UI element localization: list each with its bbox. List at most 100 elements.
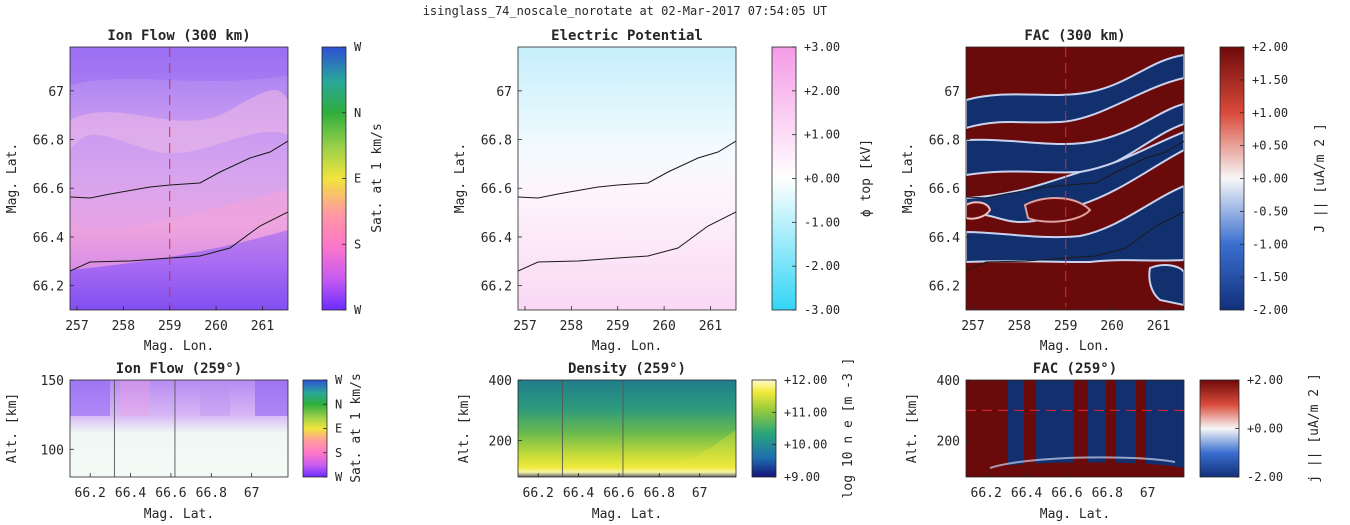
y-tick-label: 66.4: [929, 231, 960, 246]
x-tick-label: 67: [244, 486, 260, 501]
x-tick-label: 259: [158, 319, 181, 334]
colorbar-tick-label: W: [335, 470, 343, 484]
x-tick-label: 257: [65, 319, 88, 334]
ion-flow-259-heatmap: [70, 380, 288, 477]
x-tick-label: 257: [961, 319, 984, 334]
electric-potential-heatmap: [518, 47, 736, 310]
colorbar-tick-label: -1.50: [1252, 270, 1288, 284]
electric-potential-colorbar-label: ϕ top [kV]: [859, 139, 874, 217]
electric-potential-panel: Electric Potential 257 258 259 260 261 66.26…: [453, 28, 874, 354]
ion-flow-259-title: Ion Flow (259°): [116, 361, 242, 377]
y-tick-label: 200: [489, 435, 512, 450]
y-tick-label: 66.8: [929, 134, 960, 149]
electric-potential-colorbar-ticks: -3.00 -2.00 -1.00 +0.00 +1.00 +2.00 +3.00: [792, 40, 840, 317]
x-tick-label: 261: [1147, 319, 1170, 334]
y-tick-label: 66.6: [929, 182, 960, 197]
ion-flow-300-colorbar-label: Sat. at 1 km/s: [370, 123, 385, 233]
x-tick-label: 259: [606, 319, 629, 334]
colorbar-tick-label: +11.00: [784, 405, 827, 419]
x-tick-label: 258: [112, 319, 135, 334]
x-tick-label: 66.6: [1051, 486, 1082, 501]
density-259-x-ticks: 66.2 66.4 66.6 66.8 67: [523, 473, 708, 501]
colorbar-tick-label: +3.00: [804, 40, 840, 54]
colorbar-tick-label: +0.00: [1247, 422, 1283, 436]
colorbar-tick-label: S: [354, 237, 361, 251]
fac-259-colorbar: [1199, 379, 1240, 478]
y-tick-label: 67: [496, 85, 512, 100]
colorbar-tick-label: +1.50: [1252, 73, 1288, 87]
electric-potential-xlabel: Mag. Lon.: [592, 339, 662, 354]
y-tick-label: 66.6: [481, 182, 512, 197]
x-tick-label: 66.8: [196, 486, 227, 501]
fac-259-y-ticks: 200 400: [937, 374, 970, 450]
y-tick-label: 150: [41, 374, 64, 389]
y-tick-label: 66.8: [481, 134, 512, 149]
x-tick-label: 67: [692, 486, 708, 501]
colorbar-tick-label: +0.50: [1252, 139, 1288, 153]
fac-300-heatmap: [966, 47, 1184, 310]
ion-flow-259-y-ticks: 100 150: [41, 374, 74, 458]
x-tick-label: 67: [1140, 486, 1156, 501]
density-259-colorbar-label: log 10 n e [m -3 ]: [841, 358, 856, 499]
electric-potential-x-ticks: 257 258 259 260 261: [513, 306, 722, 334]
density-259-heatmap: [518, 380, 736, 477]
x-tick-label: 66.8: [644, 486, 675, 501]
ion-flow-300-lower-boundary: [70, 211, 288, 272]
y-tick-label: 66.4: [33, 231, 64, 246]
colorbar-tick-label: -2.00: [1247, 470, 1283, 484]
colorbar-tick-label: +10.00: [784, 438, 827, 452]
ion-flow-259-xlabel: Mag. Lat.: [144, 507, 214, 522]
density-259-xlabel: Mag. Lat.: [592, 507, 662, 522]
fac-259-title: FAC (259°): [1033, 361, 1117, 377]
ion-flow-300-panel: Ion Flow (300 km) 257 258 259 260 261 66.266…: [5, 28, 385, 354]
x-tick-label: 258: [1008, 319, 1031, 334]
density-259-title: Density (259°): [568, 361, 686, 377]
x-tick-label: 66.6: [603, 486, 634, 501]
colorbar-tick-label: -0.50: [1252, 204, 1288, 218]
x-tick-label: 66.2: [971, 486, 1002, 501]
ion-flow-259-panel: Ion Flow (259°) 66.2 66.4 66.6 66.8 67 100 15…: [5, 361, 364, 522]
x-tick-label: 66.4: [1011, 486, 1042, 501]
fac-300-x-ticks: 257 258 259 260 261: [961, 306, 1170, 334]
fac-259-heatmap: [966, 380, 1184, 477]
ion-flow-259-boundary-lines: [113, 380, 176, 477]
x-tick-label: 260: [1100, 319, 1123, 334]
colorbar-tick-label: N: [354, 106, 361, 120]
x-tick-label: 260: [652, 319, 675, 334]
ion-flow-259-colorbar-label: Sat. at 1 km/s: [349, 373, 364, 483]
figure-suptitle: isinglass_74_noscale_norotate at 02-Mar-…: [423, 4, 828, 18]
colorbar-tick-label: +0.00: [1252, 172, 1288, 186]
y-tick-label: 67: [48, 85, 64, 100]
y-tick-label: 400: [489, 374, 512, 389]
y-tick-label: 100: [41, 443, 64, 458]
density-259-panel: Density (259°) 66.2 66.4 66.6 66.8 67 200 400…: [457, 358, 856, 522]
x-tick-label: 261: [699, 319, 722, 334]
y-tick-label: 66.2: [481, 280, 512, 295]
colorbar-tick-label: +2.00: [1247, 373, 1283, 387]
colorbar-tick-label: E: [354, 172, 361, 186]
colorbar-tick-label: N: [335, 397, 342, 411]
fac-259-colorbar-label: j || [uA/m 2 ]: [1307, 373, 1322, 483]
colorbar-tick-label: W: [335, 373, 343, 387]
colorbar-tick-label: W: [354, 303, 362, 317]
ion-flow-300-upper-boundary: [70, 140, 288, 199]
x-tick-label: 66.4: [115, 486, 146, 501]
density-259-colorbar-ticks: +9.00 +10.00 +11.00 +12.00: [772, 373, 827, 484]
electric-potential-upper-boundary: [518, 140, 736, 199]
fac-259-colorbar-ticks: -2.00 +0.00 +2.00: [1235, 373, 1283, 484]
y-tick-label: 66.8: [33, 134, 64, 149]
ion-flow-300-x-ticks: 257 258 259 260 261: [65, 306, 274, 334]
fac-300-upper-boundary: [966, 140, 1184, 199]
ion-flow-300-y-ticks: 66.2 66.4 66.6 66.8 67: [33, 85, 74, 295]
y-tick-label: 400: [937, 374, 960, 389]
electric-potential-y-ticks: 66.2 66.4 66.6 66.8 67: [481, 85, 522, 295]
colorbar-tick-label: -2.00: [804, 259, 840, 273]
x-tick-label: 261: [251, 319, 274, 334]
fac-300-y-ticks: 66.2 66.4 66.6 66.8 67: [929, 85, 970, 295]
fac-300-ylabel: Mag. Lat.: [901, 143, 916, 213]
electric-potential-ylabel: Mag. Lat.: [453, 143, 468, 213]
y-tick-label: 66.2: [33, 280, 64, 295]
colorbar-tick-label: +1.00: [804, 128, 840, 142]
fac-300-colorbar-ticks: -2.00 -1.50 -1.00 -0.50 +0.00 +0.50 +1.00 +1.50…: [1240, 40, 1288, 317]
